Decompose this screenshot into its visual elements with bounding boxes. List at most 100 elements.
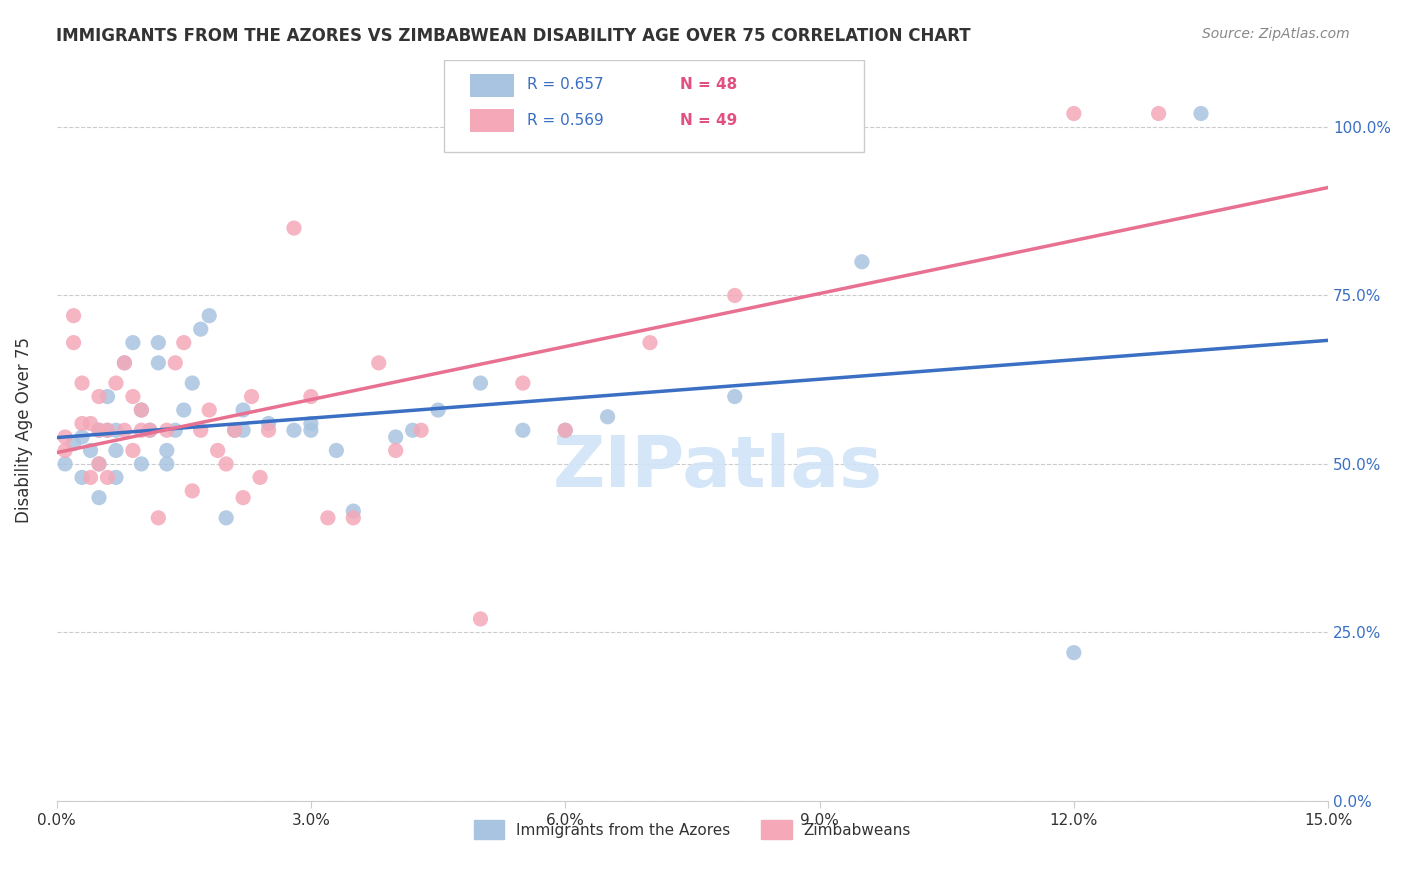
Point	[112, 423, 135, 437]
Point	[148, 511, 170, 525]
Point	[299, 423, 322, 437]
Point	[1147, 106, 1170, 120]
Y-axis label: Disability Age Over 75: Disability Age Over 75	[15, 337, 32, 524]
Point	[224, 423, 246, 437]
Point	[232, 423, 254, 437]
Point	[139, 423, 162, 437]
Point	[367, 356, 389, 370]
Point	[165, 423, 187, 437]
Point	[512, 376, 534, 390]
Point	[87, 423, 110, 437]
Point	[638, 335, 661, 350]
Point	[79, 417, 101, 431]
Point	[87, 423, 110, 437]
Point	[325, 443, 347, 458]
Point	[104, 443, 127, 458]
Point	[384, 443, 406, 458]
Bar	[470, 109, 515, 131]
Point	[1189, 106, 1212, 120]
Point	[207, 443, 229, 458]
Point	[342, 504, 364, 518]
Point	[87, 457, 110, 471]
Point	[96, 423, 118, 437]
Point	[104, 423, 127, 437]
Point	[198, 309, 221, 323]
Point	[62, 309, 84, 323]
Point	[156, 443, 179, 458]
Point	[156, 457, 179, 471]
Point	[173, 403, 195, 417]
Point	[53, 430, 76, 444]
Text: R = 0.657: R = 0.657	[527, 77, 603, 92]
Point	[190, 322, 212, 336]
Point	[299, 417, 322, 431]
Point	[257, 423, 280, 437]
Point	[79, 443, 101, 458]
Point	[173, 335, 195, 350]
Point	[724, 288, 747, 302]
Point	[232, 403, 254, 417]
Point	[53, 443, 76, 458]
Point	[299, 390, 322, 404]
Point	[411, 423, 433, 437]
Point	[316, 511, 339, 525]
Point	[512, 423, 534, 437]
Point	[112, 356, 135, 370]
Text: N = 48: N = 48	[679, 77, 737, 92]
Point	[87, 491, 110, 505]
Point	[224, 423, 246, 437]
Point	[470, 612, 492, 626]
Point	[87, 457, 110, 471]
Point	[112, 356, 135, 370]
Point	[165, 356, 187, 370]
Point	[240, 390, 263, 404]
Point	[554, 423, 576, 437]
Point	[148, 356, 170, 370]
Text: R = 0.569: R = 0.569	[527, 113, 603, 128]
Bar	[470, 74, 515, 96]
Point	[1063, 106, 1085, 120]
Point	[198, 403, 221, 417]
Text: IMMIGRANTS FROM THE AZORES VS ZIMBABWEAN DISABILITY AGE OVER 75 CORRELATION CHAR: IMMIGRANTS FROM THE AZORES VS ZIMBABWEAN…	[56, 27, 972, 45]
Point	[70, 470, 93, 484]
Point	[96, 390, 118, 404]
Point	[215, 457, 238, 471]
Point	[384, 430, 406, 444]
Point	[62, 436, 84, 450]
Point	[1063, 646, 1085, 660]
Point	[104, 470, 127, 484]
Point	[181, 376, 204, 390]
Text: ZIPatlas: ZIPatlas	[553, 433, 883, 502]
Point	[181, 483, 204, 498]
Text: N = 49: N = 49	[679, 113, 737, 128]
Point	[122, 443, 145, 458]
Legend: Immigrants from the Azores, Zimbabweans: Immigrants from the Azores, Zimbabweans	[467, 814, 917, 845]
Point	[70, 417, 93, 431]
Point	[131, 403, 153, 417]
Point	[232, 491, 254, 505]
Point	[122, 335, 145, 350]
Point	[596, 409, 619, 424]
Point	[96, 470, 118, 484]
Point	[70, 430, 93, 444]
Point	[70, 376, 93, 390]
Point	[283, 423, 305, 437]
Point	[131, 423, 153, 437]
Point	[139, 423, 162, 437]
Point	[851, 254, 873, 268]
Point	[62, 335, 84, 350]
Point	[190, 423, 212, 437]
Point	[122, 390, 145, 404]
Point	[342, 511, 364, 525]
Point	[131, 403, 153, 417]
Point	[131, 457, 153, 471]
Point	[104, 376, 127, 390]
Point	[215, 511, 238, 525]
Point	[156, 423, 179, 437]
Point	[148, 335, 170, 350]
Point	[79, 470, 101, 484]
Point	[724, 390, 747, 404]
Point	[401, 423, 423, 437]
Text: Source: ZipAtlas.com: Source: ZipAtlas.com	[1202, 27, 1350, 41]
Point	[87, 390, 110, 404]
